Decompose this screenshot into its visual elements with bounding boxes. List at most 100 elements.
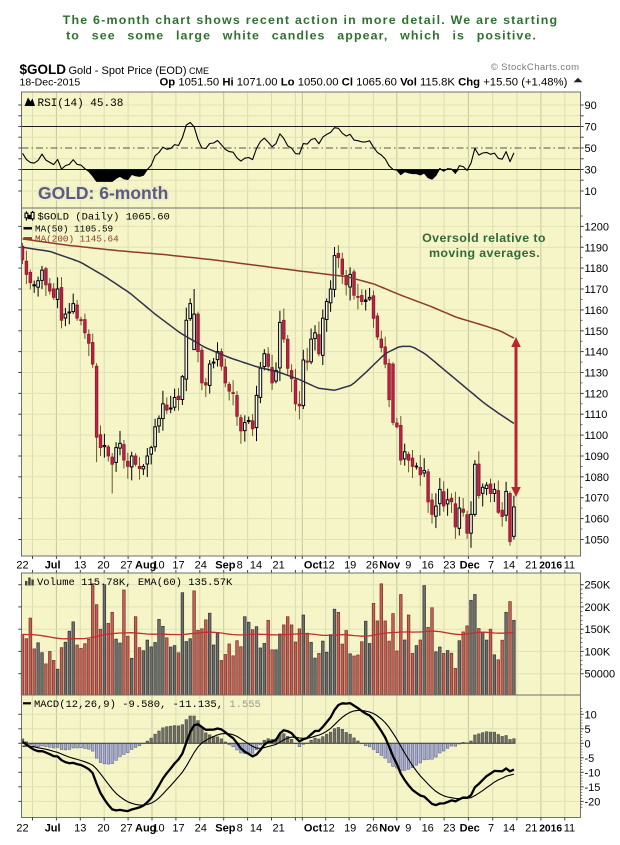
svg-text:17: 17 <box>172 823 184 835</box>
svg-text:30: 30 <box>585 165 597 177</box>
svg-text:Dec: Dec <box>460 560 480 572</box>
svg-text:Nov: Nov <box>379 823 401 835</box>
svg-text:8: 8 <box>237 560 243 572</box>
svg-text:150K: 150K <box>585 624 611 636</box>
svg-text:16: 16 <box>422 560 434 572</box>
svg-text:14: 14 <box>503 560 515 572</box>
svg-text:1060: 1060 <box>585 514 609 526</box>
svg-text:10: 10 <box>585 709 597 721</box>
svg-text:1080: 1080 <box>585 472 609 484</box>
svg-text:50: 50 <box>585 143 597 155</box>
svg-text:9: 9 <box>405 560 411 572</box>
svg-text:Oct: Oct <box>304 560 323 572</box>
svg-text:19: 19 <box>344 560 356 572</box>
svg-text:The 6-month chart shows recent: The 6-month chart shows recent action in… <box>63 13 559 27</box>
svg-text:Nov: Nov <box>379 560 401 572</box>
svg-text:10: 10 <box>152 823 164 835</box>
svg-text:27: 27 <box>120 823 132 835</box>
svg-text:13: 13 <box>74 560 86 572</box>
svg-text:Jul: Jul <box>45 560 61 572</box>
svg-text:8: 8 <box>237 823 243 835</box>
svg-text:$GOLD (Daily) 1065.60: $GOLD (Daily) 1065.60 <box>38 212 170 224</box>
svg-text:MACD(12,26,9) -9.580, -11.135,: MACD(12,26,9) -9.580, -11.135, 1.555 <box>34 699 261 711</box>
svg-text:1110: 1110 <box>585 409 608 421</box>
svg-text:1150: 1150 <box>585 326 609 338</box>
svg-text:Volume 115.78K, EMA(60) 135.57: Volume 115.78K, EMA(60) 135.57K <box>37 577 233 589</box>
svg-text:-20: -20 <box>585 796 601 808</box>
svg-text:20: 20 <box>97 560 109 572</box>
svg-text:24: 24 <box>195 823 207 835</box>
svg-text:1180: 1180 <box>585 263 609 275</box>
svg-text:$GOLD: $GOLD <box>20 62 67 77</box>
svg-text:16: 16 <box>422 823 434 835</box>
svg-text:11: 11 <box>564 823 575 835</box>
svg-text:14: 14 <box>503 823 515 835</box>
svg-text:24: 24 <box>195 560 207 572</box>
svg-text:-10: -10 <box>585 767 601 779</box>
svg-text:21: 21 <box>525 560 537 572</box>
svg-text:26: 26 <box>366 823 378 835</box>
svg-text:22: 22 <box>16 560 28 572</box>
svg-text:5: 5 <box>585 724 591 736</box>
svg-text:CME: CME <box>189 66 209 76</box>
svg-text:1170: 1170 <box>585 284 609 296</box>
svg-text:© StockCharts.com: © StockCharts.com <box>491 62 580 73</box>
svg-text:Jul: Jul <box>45 823 61 835</box>
svg-text:Op 1051.50 Hi 1071.00 Lo 1050.: Op 1051.50 Hi 1071.00 Lo 1050.00 Cl 1065… <box>160 77 568 89</box>
svg-text:50000: 50000 <box>585 669 616 681</box>
svg-text:MA(200) 1145.64: MA(200) 1145.64 <box>35 234 119 245</box>
svg-text:1190: 1190 <box>585 242 609 254</box>
svg-text:Gold - Spot Price (EOD): Gold - Spot Price (EOD) <box>69 65 187 77</box>
svg-text:13: 13 <box>74 823 86 835</box>
svg-text:7: 7 <box>488 560 494 572</box>
svg-text:Oversold relative to: Oversold relative to <box>422 231 546 245</box>
svg-text:Aug: Aug <box>135 560 156 572</box>
svg-text:18-Dec-2015: 18-Dec-2015 <box>20 77 81 89</box>
svg-text:MA(50) 1105.59: MA(50) 1105.59 <box>35 224 113 235</box>
svg-text:1130: 1130 <box>585 368 609 380</box>
svg-text:1100: 1100 <box>585 430 609 442</box>
svg-text:moving averages.: moving averages. <box>429 246 540 260</box>
svg-text:26: 26 <box>366 560 378 572</box>
svg-text:21: 21 <box>272 823 284 835</box>
svg-text:1160: 1160 <box>585 305 609 317</box>
svg-text:7: 7 <box>488 823 494 835</box>
svg-text:90: 90 <box>585 100 597 112</box>
svg-text:11: 11 <box>564 560 575 572</box>
svg-text:250K: 250K <box>585 580 611 592</box>
svg-text:100K: 100K <box>585 646 611 658</box>
svg-text:1140: 1140 <box>585 347 609 359</box>
svg-text:Oct: Oct <box>304 823 323 835</box>
svg-text:Aug: Aug <box>135 823 156 835</box>
svg-text:12: 12 <box>322 560 334 572</box>
svg-text:20: 20 <box>97 823 109 835</box>
svg-text:9: 9 <box>405 823 411 835</box>
svg-text:to see some large white candle: to see some large white candles appear, … <box>66 29 537 43</box>
svg-text:14: 14 <box>250 560 262 572</box>
svg-text:GOLD: 6-month: GOLD: 6-month <box>38 183 168 203</box>
svg-text:0: 0 <box>585 738 591 750</box>
svg-text:21: 21 <box>272 560 284 572</box>
svg-text:17: 17 <box>172 560 184 572</box>
svg-text:RSI(14) 45.38: RSI(14) 45.38 <box>38 98 124 110</box>
svg-text:23: 23 <box>443 560 455 572</box>
svg-text:14: 14 <box>250 823 262 835</box>
svg-text:-5: -5 <box>585 753 595 765</box>
svg-text:2016: 2016 <box>539 824 562 835</box>
svg-text:2016: 2016 <box>539 561 562 572</box>
svg-text:23: 23 <box>443 823 455 835</box>
svg-text:22: 22 <box>16 823 28 835</box>
svg-text:1090: 1090 <box>585 451 609 463</box>
svg-text:Sep: Sep <box>215 823 235 835</box>
svg-text:Dec: Dec <box>460 823 480 835</box>
svg-text:1200: 1200 <box>585 221 609 233</box>
svg-text:10: 10 <box>585 186 597 198</box>
svg-text:1070: 1070 <box>585 493 609 505</box>
svg-text:200K: 200K <box>585 602 611 614</box>
svg-text:Sep: Sep <box>215 560 235 572</box>
svg-text:70: 70 <box>585 122 597 134</box>
svg-text:27: 27 <box>120 560 132 572</box>
svg-text:1050: 1050 <box>585 535 609 547</box>
svg-text:10: 10 <box>152 560 164 572</box>
svg-text:12: 12 <box>322 823 334 835</box>
